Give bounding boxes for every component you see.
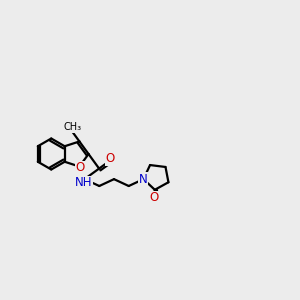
Text: O: O	[76, 161, 85, 174]
Text: NH: NH	[75, 176, 92, 189]
Text: N: N	[139, 172, 148, 186]
Text: CH₃: CH₃	[64, 122, 82, 132]
Text: O: O	[105, 152, 114, 165]
Text: O: O	[150, 191, 159, 204]
